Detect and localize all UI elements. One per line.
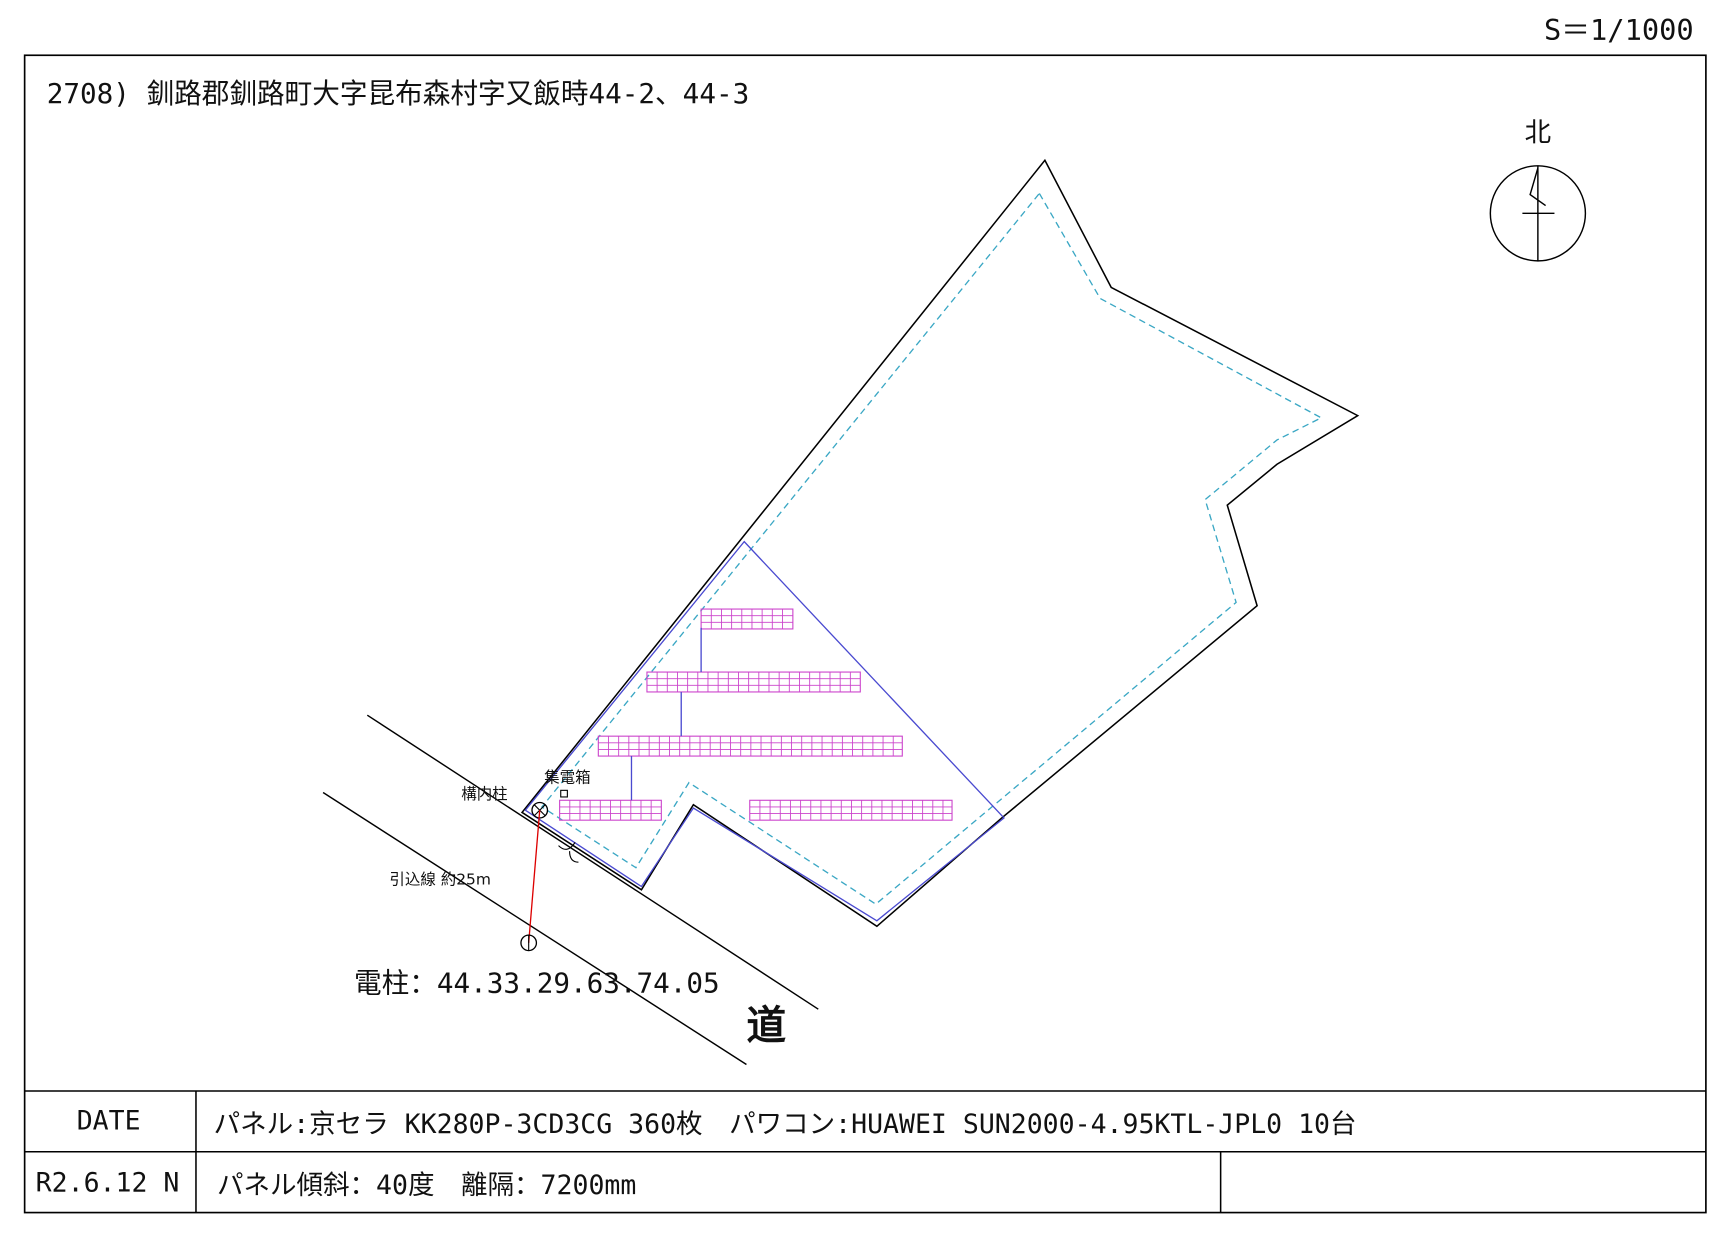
road-edge: [366, 714, 819, 1010]
panel-array: [749, 799, 953, 821]
utility-pole-label: 電柱：44.33.29.63.74.05: [354, 967, 720, 1000]
scale-label: S＝1/1000: [1544, 13, 1694, 47]
title-block: [24, 1090, 1706, 1213]
drawing-frame: [23, 54, 1707, 1214]
road-label: 道: [746, 1003, 786, 1049]
junction-box-label: 集電箱: [544, 769, 590, 787]
setback-line: [540, 192, 1323, 906]
utility-pole-icon: [520, 934, 538, 952]
panel-array: [700, 608, 794, 630]
gate-icon: [558, 841, 579, 863]
fence-line: [524, 540, 1005, 922]
parcel-boundary: [520, 158, 1360, 928]
site-address-title: 2708) 釧路郡釧路町大字昆布森村字又飯時44-2、44-3: [47, 77, 749, 110]
cable-lines: [630, 627, 702, 801]
yard-pole-label: 構内柱: [461, 785, 507, 803]
date-value: R2.6.12 N: [36, 1168, 180, 1199]
panel-tilt-spec: パネル傾斜：40度 離隔：7200mm: [217, 1170, 636, 1201]
service-line: [528, 810, 541, 943]
panel-array: [646, 671, 861, 693]
equipment-spec: パネル:京セラ KK280P-3CD3CG 360枚 パワコン:HUAWEI S…: [214, 1109, 1357, 1140]
road-edge: [322, 791, 747, 1066]
panel-array: [559, 799, 662, 821]
date-header: DATE: [77, 1106, 141, 1137]
service-line-label: 引込線 約25m: [389, 870, 491, 888]
panel-arrays: [559, 608, 953, 821]
junction-box-icon: [560, 789, 568, 798]
panel-array: [597, 735, 903, 757]
north-arrow-icon: 北: [1489, 117, 1587, 262]
north-label: 北: [1525, 117, 1552, 148]
